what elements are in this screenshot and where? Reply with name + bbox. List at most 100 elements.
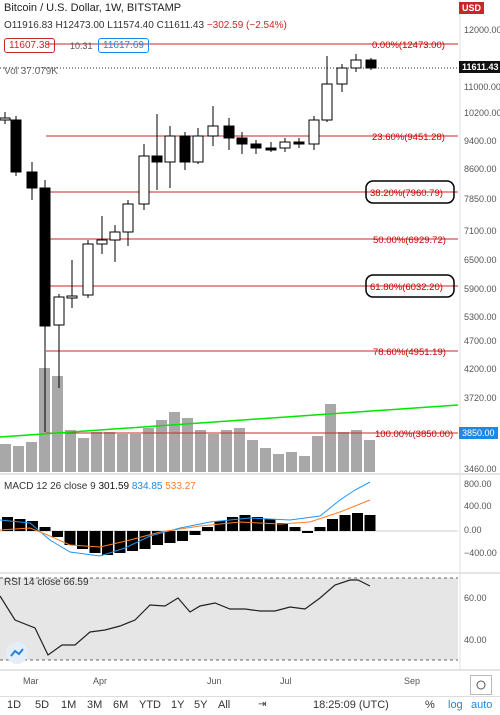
price-tick-label: 3720.00 xyxy=(464,393,497,403)
price-tick-label: 7850.00 xyxy=(464,194,497,204)
time-tick-label: Jun xyxy=(207,676,222,686)
macd-label: MACD 12 26 close 9 xyxy=(4,481,96,492)
ohlc-low-label: L xyxy=(107,20,113,31)
timeframe-6m[interactable]: 6M xyxy=(113,699,129,711)
candle-up xyxy=(321,83,333,121)
rsi-legend[interactable]: RSI 14 close 66.59 xyxy=(4,577,89,588)
volume-bar xyxy=(104,432,115,472)
trendline[interactable] xyxy=(0,404,459,438)
fibonacci-retracement[interactable]: 0.00%(12473.00) 23.60%(9451.28) 38.20%(796… xyxy=(0,40,458,440)
candle-down xyxy=(293,141,305,145)
volume-label: Vol xyxy=(4,66,18,77)
settings-icon xyxy=(476,680,486,690)
time-tick-label: Apr xyxy=(93,676,107,686)
highlight-box xyxy=(365,180,455,204)
candle-down xyxy=(151,155,163,163)
rsi-line xyxy=(0,579,371,656)
percent-toggle[interactable]: % xyxy=(425,699,435,711)
macd-histogram-bar xyxy=(89,531,101,553)
timeframe-5d[interactable]: 5D xyxy=(35,699,50,711)
clock-time[interactable]: 18:25:09 (UTC) xyxy=(313,699,389,711)
trend-line[interactable] xyxy=(0,404,459,438)
timeframe-1m[interactable]: 1M xyxy=(61,699,77,711)
time-tick-label: Mar xyxy=(23,676,39,686)
macd-histogram-bar xyxy=(52,531,63,537)
symbol-name: Bitcoin / U.S. Dollar xyxy=(4,2,99,14)
volume-value: 37.079K xyxy=(20,66,58,77)
timeframe-1d[interactable]: 1D xyxy=(7,699,22,711)
volume-bar xyxy=(143,428,154,472)
macd-histogram-bar xyxy=(364,515,376,531)
macd-histogram-bar xyxy=(177,531,188,541)
volume-bar xyxy=(117,434,128,472)
current-price-tag: 11611.43 xyxy=(459,61,500,73)
macd-signal-line xyxy=(0,499,371,548)
fib-level-label: 78.60%(4951.19) xyxy=(373,347,446,358)
time-axis[interactable]: Mar Apr Jun Jul Sep xyxy=(23,676,420,686)
macd-histogram-bar xyxy=(339,515,351,531)
price-tick-label: 4700.00 xyxy=(464,336,497,346)
candle-down xyxy=(250,143,262,149)
price-axis[interactable]: 12000.00 11000.00 10200.00 9400.00 8600.00 78… xyxy=(464,25,500,474)
macd-legend[interactable]: MACD 12 26 close 9 301.59 834.85 533.27 xyxy=(4,481,196,492)
macd-histogram-bar xyxy=(14,519,26,531)
macd-histogram-bar xyxy=(327,519,338,531)
volume-bars xyxy=(0,368,375,472)
volume-bar xyxy=(299,456,310,472)
log-toggle[interactable]: log xyxy=(448,699,463,711)
macd-histogram-bar xyxy=(289,527,301,531)
ohlc-open-label: O xyxy=(4,20,12,31)
macd-histogram-bar xyxy=(352,513,363,531)
rsi-band xyxy=(0,578,458,660)
currency-badge[interactable]: USD xyxy=(459,2,485,14)
candlesticks xyxy=(0,54,377,432)
volume-bar xyxy=(338,432,349,472)
price-tick-label: 8600.00 xyxy=(464,164,497,174)
price-tick-label: 5900.00 xyxy=(464,284,497,294)
macd-tick-label: −400.00 xyxy=(464,548,497,558)
interval: 1W xyxy=(104,2,121,14)
price-tick-label: 5300.00 xyxy=(464,312,497,322)
fib-level-label: 100.00%(3850.00) xyxy=(375,429,453,440)
candle-up xyxy=(82,243,94,296)
candle-down xyxy=(236,137,248,145)
scroll-to-latest-button[interactable] xyxy=(470,675,492,695)
candle-up xyxy=(96,239,108,245)
tradingview-logo[interactable] xyxy=(6,642,28,664)
macd-histogram-bar xyxy=(164,531,176,543)
timeframe-1y[interactable]: 1Y xyxy=(171,699,185,711)
timeframe-all[interactable]: All xyxy=(218,699,231,711)
bid-price[interactable]: 11607.38 xyxy=(4,38,55,53)
price-tick-label: 11000.00 xyxy=(464,82,500,92)
timeframe-5y[interactable]: 5Y xyxy=(194,699,208,711)
volume-bar xyxy=(260,448,271,472)
ohlc-open: 11916.83 xyxy=(11,20,53,31)
volume-bar xyxy=(195,430,206,472)
symbol-title[interactable]: Bitcoin / U.S. Dollar, 1W, BITSTAMP xyxy=(4,2,182,14)
rsi-value: 66.59 xyxy=(63,577,89,588)
low-price-tag: 3850.00 xyxy=(459,427,498,439)
candle-up xyxy=(66,295,78,299)
price-tick-label: 12000.00 xyxy=(464,25,500,35)
candle-down xyxy=(365,59,377,69)
candle-up xyxy=(207,125,219,137)
fib-level-label: 50.00%(6929.72) xyxy=(373,235,446,246)
date-range-icon[interactable]: ⇥ xyxy=(258,699,267,710)
volume-bar xyxy=(0,444,11,472)
rsi-tick-label: 40.00 xyxy=(464,635,487,645)
timeframe-ytd[interactable]: YTD xyxy=(139,699,161,711)
ask-price[interactable]: 11617.69 xyxy=(98,38,149,53)
macd-histogram-value: 301.59 xyxy=(98,481,130,492)
volume-bar xyxy=(169,412,180,472)
macd-pane: 800.00 400.00 0.00 −400.00 xyxy=(0,479,497,558)
timeframe-3m[interactable]: 3M xyxy=(87,699,103,711)
macd-tick-label: 400.00 xyxy=(464,501,492,511)
candle-down xyxy=(223,125,235,139)
auto-toggle[interactable]: auto xyxy=(471,699,493,711)
macd-histogram-bar xyxy=(239,515,251,531)
rsi-label: RSI 14 close xyxy=(4,577,61,588)
candle-up xyxy=(138,155,150,205)
ohlc-close: 11611.43 xyxy=(163,20,205,31)
macd-histogram-bar xyxy=(214,521,226,531)
